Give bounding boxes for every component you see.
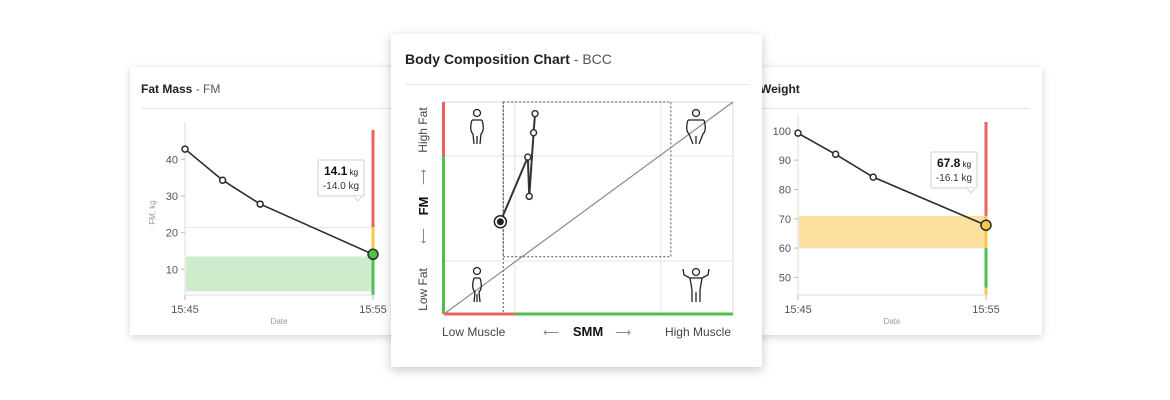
- status-bar-segment: [984, 248, 988, 288]
- status-bar-segment: [371, 130, 375, 228]
- bcc-data-point: [529, 128, 538, 137]
- data-point: [831, 150, 840, 159]
- bcc-x-bar-low: [444, 312, 515, 316]
- bcc-title: Body Composition Chart - BCC: [405, 51, 612, 67]
- status-bar-segment: [371, 227, 375, 257]
- y-tick-label: 90: [779, 155, 791, 167]
- fat-mass-card: Fat Mass - FM 10 20 30 40 FM, kg 15:45 15:55 Da…: [130, 67, 410, 335]
- y-axis-label: FM, kg: [148, 200, 157, 224]
- normal-range-band: [799, 215, 986, 249]
- data-line: [184, 148, 374, 256]
- bcc-high-fat-label: High Fat: [416, 107, 430, 153]
- status-bar-segment: [371, 256, 375, 295]
- data-line: [797, 132, 987, 226]
- body-figure-low-fat-low-muscle-icon: [472, 266, 482, 303]
- data-point: [218, 176, 227, 184]
- bcc-high-muscle-label: High Muscle: [665, 325, 731, 339]
- tooltip-pointer: [353, 195, 363, 202]
- data-point: [869, 173, 877, 181]
- bcc-normal-zone: [502, 101, 672, 258]
- body-figure-high-fat-low-muscle-icon: [470, 108, 484, 145]
- y-tick-label: 20: [166, 228, 178, 240]
- data-point: [181, 145, 189, 153]
- tooltip-value: 67.8 kg: [937, 156, 971, 170]
- y-tick-label: 50: [779, 272, 791, 284]
- fat-mass-title: Fat Mass - FM: [141, 82, 221, 96]
- tooltip-box: [930, 151, 978, 189]
- y-tick-label: 10: [166, 264, 178, 276]
- x-axis-label: Date: [884, 317, 901, 326]
- normal-range-band: [186, 256, 373, 292]
- x-tick-label: 15:45: [784, 304, 812, 316]
- weight-chart: 50 60 70 80 90 100 15:45 15:55 Date 67.8 kg -16.1 …: [773, 114, 1000, 326]
- weight-title: Weight: [760, 82, 800, 96]
- tooltip-delta: -14.0 kg: [323, 181, 359, 192]
- bcc-data-point: [531, 109, 539, 118]
- tooltip-delta: -16.1 kg: [936, 173, 972, 184]
- y-tick-label: 70: [779, 214, 791, 226]
- x-tick-label: 15:45: [171, 304, 199, 316]
- current-data-point: [980, 219, 992, 231]
- bcc-data-point: [524, 153, 532, 161]
- bcc-y-bar-normal: [442, 156, 445, 261]
- x-axis-label: Date: [271, 317, 288, 326]
- y-tick-label: 40: [166, 154, 178, 166]
- x-tick-label: 15:55: [972, 304, 1000, 316]
- status-bar-segment: [984, 287, 988, 295]
- weight-card: Weight 50 60 70 80 90 100 15:45 15:55 Date 67.8 k…: [740, 67, 1042, 335]
- bcc-smm-left-arrow: ⟵: [543, 327, 559, 339]
- y-tick-label: 100: [773, 126, 791, 138]
- fat-mass-chart: 10 20 30 40 FM, kg 15:45 15:55 Date 14.1 kg -14.0…: [148, 122, 387, 326]
- bcc-y-bar-high: [442, 102, 445, 157]
- bcc-card: Body Composition Chart - BCC High Fat Low…: [391, 34, 762, 367]
- tooltip-value: 14.1 kg: [324, 164, 358, 178]
- status-bar-segment: [984, 122, 988, 216]
- data-point: [256, 200, 264, 208]
- bcc-data-point: [525, 192, 534, 201]
- bcc-x-axis-label: SMM: [573, 324, 603, 339]
- status-bar-segment: [984, 215, 988, 249]
- y-tick-label: 30: [166, 191, 178, 203]
- y-tick-label: 60: [779, 243, 791, 255]
- current-data-point: [367, 248, 379, 261]
- bcc-divider: [405, 84, 748, 85]
- body-figure-low-fat-high-muscle-icon: [682, 267, 710, 302]
- bcc-y-axis-label: FM: [416, 197, 431, 216]
- bcc-x-bar-normal: [514, 312, 733, 316]
- fat-mass-divider: [141, 108, 401, 109]
- body-figure-high-fat-high-muscle-icon: [686, 108, 706, 145]
- data-point: [794, 129, 802, 137]
- bcc-low-muscle-label: Low Muscle: [442, 325, 506, 339]
- bcc-fm-down-arrow: ⟵: [418, 228, 430, 244]
- weight-divider: [760, 108, 1030, 109]
- bcc-diagonal: [443, 101, 734, 315]
- bcc-current-point: [496, 218, 504, 226]
- bcc-smm-right-arrow: ⟶: [615, 327, 631, 339]
- bcc-fm-up-arrow: ⟶: [418, 169, 430, 185]
- tooltip-pointer: [966, 187, 976, 194]
- x-tick-label: 15:55: [359, 304, 387, 316]
- tooltip-unit: kg: [347, 168, 358, 177]
- bcc-y-bar-low: [442, 261, 445, 314]
- tooltip-unit: kg: [960, 160, 971, 169]
- y-tick-label: 80: [779, 184, 791, 196]
- bcc-low-fat-label: Low Fat: [416, 267, 430, 310]
- tooltip-box: [317, 159, 365, 197]
- bcc-chart: High Fat Low Fat FM ⟶ ⟵ Low Muscle High Muscle…: [416, 101, 734, 339]
